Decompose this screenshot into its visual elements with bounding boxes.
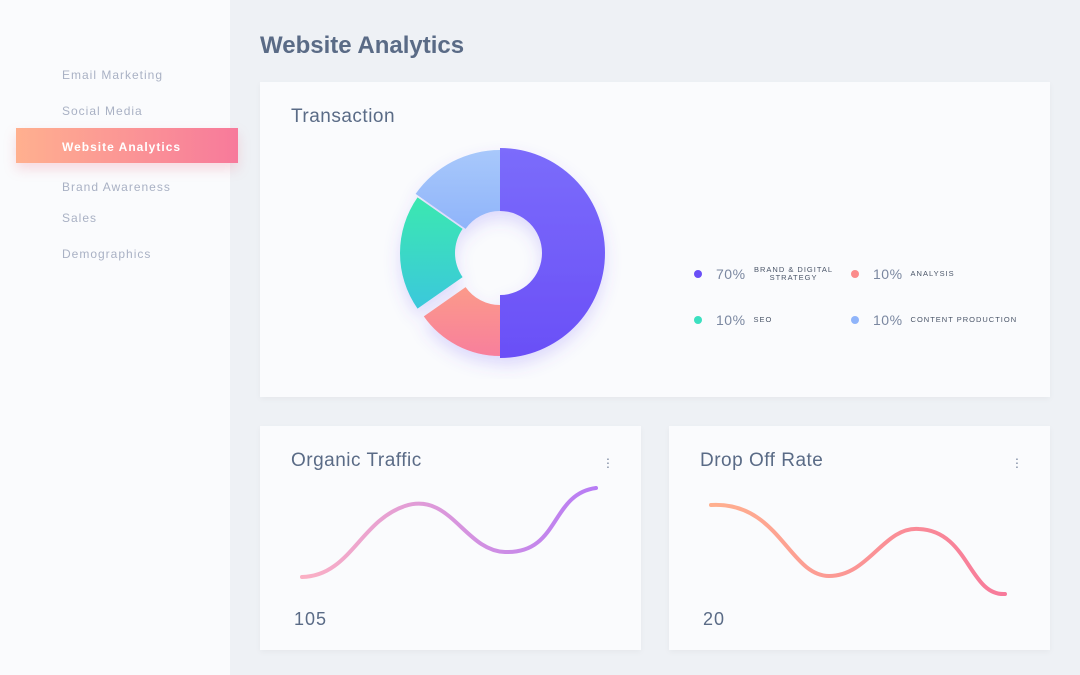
legend-dot	[694, 270, 702, 278]
legend-label: ANALYSIS	[910, 269, 955, 278]
legend-pct: 10%	[716, 312, 746, 328]
segment-content	[415, 150, 500, 229]
drop-off-sparkline	[709, 502, 1007, 597]
sidebar-item-demographics[interactable]: Demographics	[62, 247, 152, 261]
organic-traffic-title: Organic Traffic	[291, 450, 422, 471]
transaction-title: Transaction	[291, 106, 396, 127]
more-options-icon[interactable]: · · ·	[1014, 450, 1020, 474]
segment-brand	[500, 148, 605, 358]
legend-dot	[851, 270, 859, 278]
drop-off-title: Drop Off Rate	[700, 450, 824, 471]
sidebar-item-social-media[interactable]: Social Media	[62, 104, 143, 118]
drop-off-card: Drop Off Rate · · · 20	[669, 426, 1050, 650]
legend-pct: 10%	[873, 266, 903, 282]
donut-chart	[400, 148, 605, 358]
legend-pct: 10%	[873, 312, 903, 328]
segment-seo	[400, 197, 463, 309]
legend-item-brand: 70% BRAND & DIGITAL STRATEGY	[694, 266, 834, 282]
sidebar: Email Marketing Social Media Website Ana…	[0, 0, 238, 675]
sidebar-item-website-analytics[interactable]: Website Analytics	[16, 128, 238, 163]
organic-traffic-value: 105	[294, 609, 328, 629]
organic-traffic-sparkline	[300, 486, 598, 579]
legend-item-seo: 10% SEO	[694, 312, 772, 328]
legend-label: SEO	[753, 315, 773, 324]
legend-pct: 70%	[716, 266, 746, 282]
drop-off-line	[709, 502, 1007, 597]
sidebar-item-brand-awareness[interactable]: Brand Awareness	[62, 180, 171, 194]
legend-label: BRAND & DIGITAL STRATEGY	[754, 265, 834, 282]
legend-item-analysis: 10% ANALYSIS	[851, 266, 955, 282]
legend-item-content: 10% CONTENT PRODUCTION	[851, 312, 1017, 328]
more-options-icon[interactable]: · · ·	[605, 450, 611, 474]
organic-traffic-card: Organic Traffic · · · 105	[260, 426, 641, 650]
drop-off-value: 20	[703, 609, 726, 629]
organic-traffic-line	[300, 486, 598, 579]
page-title: Website Analytics	[260, 32, 465, 59]
legend-dot	[694, 316, 702, 324]
sidebar-item-sales[interactable]: Sales	[62, 211, 98, 225]
segment-analysis	[423, 287, 500, 356]
sidebar-item-email-marketing[interactable]: Email Marketing	[62, 68, 164, 82]
legend-label: CONTENT PRODUCTION	[910, 315, 1018, 324]
legend-dot	[851, 316, 859, 324]
transaction-card: Transaction 70% BRAND & DIGITAL STRATEGY…	[260, 82, 1050, 397]
